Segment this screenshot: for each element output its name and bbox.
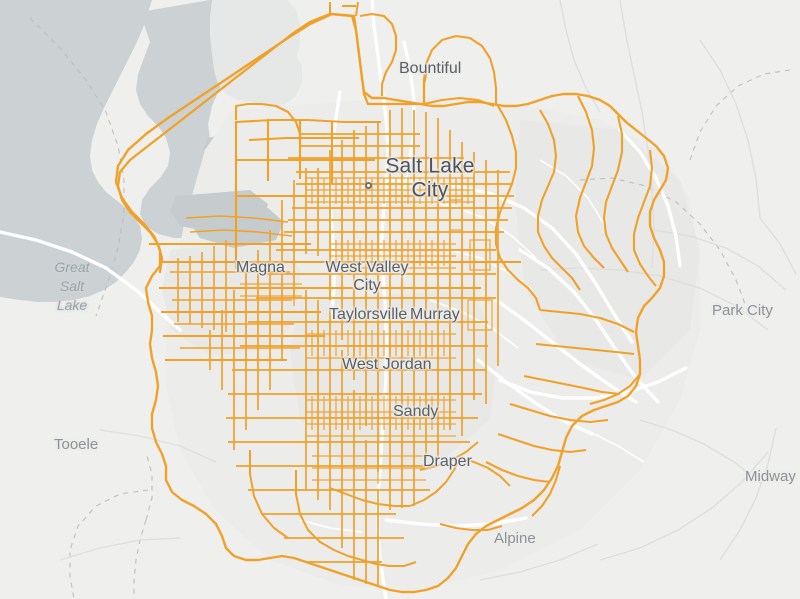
- orange-arterials: [148, 118, 522, 362]
- orange-micro-grid: [240, 177, 493, 484]
- highway-i80-west: [0, 230, 182, 332]
- orange-grid-west: [170, 215, 300, 349]
- highway-south: [384, 516, 528, 528]
- highway-east-river: [498, 366, 688, 400]
- urban-shade-mountain-e: [515, 120, 700, 380]
- orange-north-arms: [234, 12, 498, 148]
- orange-canyon-boundaries: [485, 95, 657, 517]
- highway-canyon-2: [494, 298, 638, 404]
- minor-roads-gray: [59, 0, 797, 581]
- urban-shade-west: [162, 240, 300, 356]
- orange-top-edge: [329, 1, 359, 17]
- highways-white-thin: [299, 159, 645, 533]
- orange-street-grid: [209, 108, 514, 586]
- county-outline-orange: [114, 12, 670, 594]
- shore-gray-patch-2: [192, 208, 284, 248]
- great-salt-lake-water: [0, 0, 152, 302]
- orange-south-detail: [249, 441, 511, 567]
- highway-mountain-pass: [618, 128, 682, 268]
